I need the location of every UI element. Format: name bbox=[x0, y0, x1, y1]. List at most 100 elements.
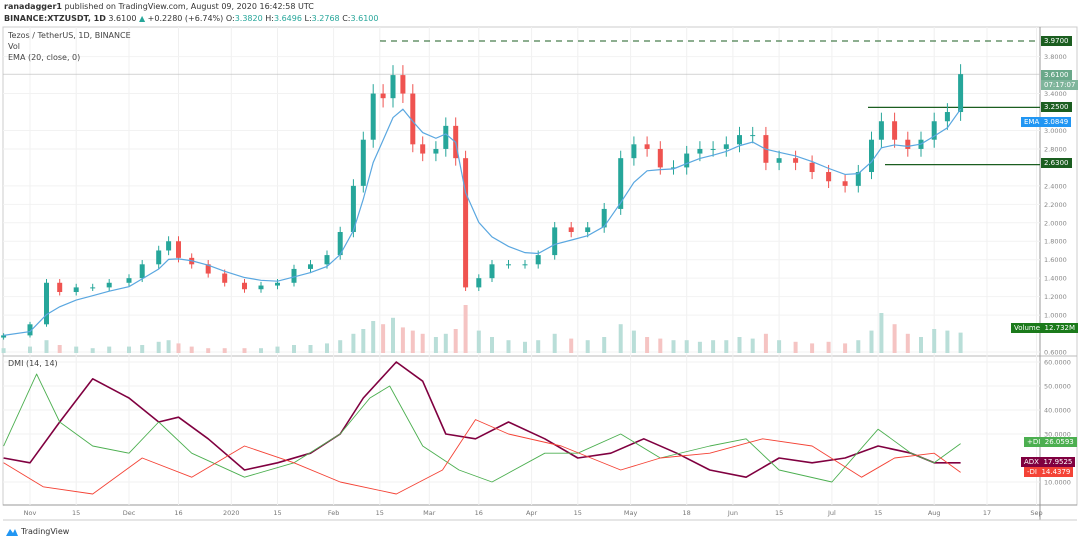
volume-bar bbox=[433, 337, 438, 353]
candle-body bbox=[697, 148, 703, 154]
open-value: 3.3820 bbox=[234, 14, 263, 23]
candle-body bbox=[723, 144, 729, 149]
publish-info: ranadagger1 published on TradingView.com… bbox=[4, 2, 314, 11]
y-tick-label: 1.2000 bbox=[1044, 293, 1067, 301]
pdi-tag-value: 26.0593 bbox=[1044, 438, 1074, 446]
candle-body bbox=[44, 282, 49, 325]
last-price-tag: 3.6100 bbox=[1041, 70, 1072, 80]
candle-body bbox=[506, 264, 511, 266]
candle-body bbox=[869, 139, 874, 173]
volume-bar bbox=[371, 321, 376, 353]
tradingview-logo[interactable]: TradingView bbox=[6, 527, 69, 536]
x-tick-label: Apr bbox=[526, 509, 538, 517]
volume-tag: Volume 12.732M bbox=[1011, 323, 1079, 333]
candle-body bbox=[27, 324, 33, 336]
dmi-y-tick-label: 10.0000 bbox=[1044, 479, 1071, 487]
low-value: 3.2768 bbox=[311, 14, 340, 23]
candle-body bbox=[601, 208, 607, 228]
y-tick-label: 1.8000 bbox=[1044, 238, 1067, 246]
volume-bar bbox=[176, 343, 181, 353]
volume-bar bbox=[140, 345, 145, 353]
adx-tag-label: ADX bbox=[1024, 458, 1039, 466]
x-tick-label: 15 bbox=[874, 509, 882, 517]
volume-bar bbox=[361, 329, 366, 353]
x-tick-label: 2020 bbox=[223, 509, 240, 517]
adx-tag: ADX 17.9525 bbox=[1021, 457, 1076, 467]
last-price: 3.6100 bbox=[108, 14, 137, 23]
close-value: 3.6100 bbox=[350, 14, 379, 23]
volume-bar bbox=[166, 340, 171, 353]
volume-bar bbox=[44, 340, 49, 353]
volume-bar bbox=[826, 341, 831, 353]
candle-body bbox=[90, 287, 96, 289]
x-tick-label: 15 bbox=[574, 509, 582, 517]
volume-bar bbox=[958, 332, 963, 353]
candle-body bbox=[176, 241, 181, 258]
volume-bar bbox=[724, 340, 729, 353]
x-tick-label: 17 bbox=[983, 509, 991, 517]
volume-bar bbox=[206, 348, 211, 353]
volume-tag-value: 12.732M bbox=[1044, 324, 1076, 332]
y-tick-label: 1.0000 bbox=[1044, 312, 1067, 320]
support-tag: 2.6300 bbox=[1041, 158, 1072, 168]
candle-body bbox=[370, 93, 376, 140]
candle-body bbox=[905, 139, 911, 149]
pdi-tag: +DI 26.0593 bbox=[1024, 437, 1077, 447]
candle-body bbox=[139, 264, 145, 279]
plus-di-line bbox=[3, 373, 961, 483]
volume-bar bbox=[658, 338, 663, 353]
candle-body bbox=[360, 139, 366, 186]
volume-bar bbox=[750, 338, 755, 353]
candle-body bbox=[737, 135, 742, 145]
candle-body bbox=[324, 255, 330, 265]
dmi-y-tick-label: 30.0000 bbox=[1044, 431, 1071, 439]
volume-bar bbox=[28, 346, 32, 353]
volume-bar bbox=[631, 330, 636, 353]
ema-tag-label: EMA bbox=[1024, 118, 1040, 126]
price-change: +0.2280 (+6.74%) bbox=[147, 14, 224, 23]
candle-body bbox=[410, 93, 416, 145]
x-tick-label: 15 bbox=[72, 509, 80, 517]
volume-bar bbox=[74, 346, 79, 353]
volume-bar bbox=[777, 340, 782, 353]
candle-body bbox=[420, 144, 426, 154]
candle-body bbox=[618, 158, 624, 209]
volume-bar bbox=[443, 333, 448, 353]
volume-bar bbox=[259, 348, 263, 353]
volume-bar bbox=[453, 329, 458, 353]
author[interactable]: ranadagger1 bbox=[4, 2, 62, 11]
x-tick-label: Jul bbox=[827, 509, 836, 517]
candle-body bbox=[585, 227, 591, 233]
up-arrow-icon: ▲ bbox=[138, 14, 146, 23]
volume-bar bbox=[697, 341, 702, 353]
volume-bar bbox=[737, 337, 742, 353]
candle-body bbox=[308, 264, 313, 269]
volume-bar bbox=[351, 333, 356, 353]
published-text: published on TradingView.com, August 09,… bbox=[64, 2, 314, 11]
candle-body bbox=[222, 273, 228, 283]
volume-bar bbox=[381, 324, 386, 353]
candle-body bbox=[433, 148, 439, 154]
x-tick-label: Aug bbox=[928, 509, 941, 517]
chart-title: Tezos / TetherUS, 1D, BINANCE bbox=[8, 31, 131, 40]
candle-body bbox=[443, 125, 449, 149]
ema-tag: EMA 3.0849 bbox=[1021, 117, 1072, 127]
candle-body bbox=[337, 232, 343, 256]
volume-bar bbox=[338, 340, 343, 353]
y-tick-label: 3.8000 bbox=[1044, 53, 1067, 61]
volume-bar bbox=[684, 340, 689, 353]
volume-bar bbox=[490, 337, 494, 353]
x-tick-label: 18 bbox=[683, 509, 691, 517]
candle-body bbox=[166, 241, 172, 251]
mdi-tag-value: 14.4379 bbox=[1041, 468, 1071, 476]
chart-frame bbox=[2, 26, 1078, 506]
candle-body bbox=[631, 144, 637, 159]
volume-bar bbox=[919, 337, 923, 353]
volume-bar bbox=[107, 346, 112, 353]
candle-body bbox=[73, 287, 79, 293]
x-tick-label: Feb bbox=[328, 509, 340, 517]
ema-legend: EMA (20, close, 0) bbox=[8, 53, 81, 62]
volume-bar bbox=[536, 340, 541, 353]
y-tick-label: 2.4000 bbox=[1044, 182, 1067, 190]
